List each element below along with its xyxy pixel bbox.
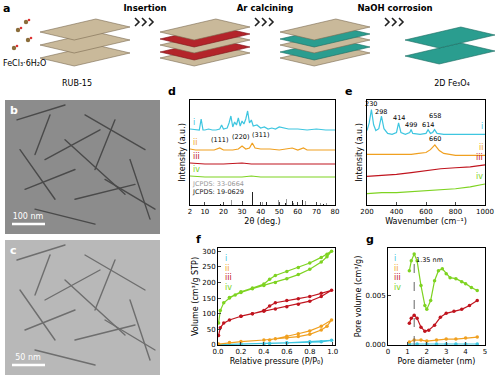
svg-text:0.4: 0.4 [258,348,270,356]
svg-text:414: 414 [393,114,405,122]
svg-text:Volume (cm³/g STP): Volume (cm³/g STP) [191,257,200,336]
svg-text:f: f [196,233,201,246]
svg-text:30: 30 [238,208,247,216]
svg-text:614: 614 [422,121,434,129]
svg-text:100: 100 [202,310,215,318]
svg-text:Pore diameter (nm): Pore diameter (nm) [398,357,476,366]
svg-text:0.8: 0.8 [304,348,315,356]
svg-text:d: d [168,85,176,98]
svg-text:230: 230 [365,100,377,108]
svg-text:40: 40 [256,208,265,216]
svg-text:250: 250 [202,263,215,271]
svg-text:b: b [10,104,18,117]
svg-text:200: 200 [202,279,215,287]
svg-text:i: i [481,122,483,131]
svg-text:70: 70 [312,208,321,216]
svg-text:150: 150 [202,295,215,303]
svg-text:iv: iv [476,172,483,181]
svg-text:300: 300 [202,248,215,256]
svg-text:60: 60 [293,208,302,216]
svg-text:2θ (deg.): 2θ (deg.) [244,217,280,226]
svg-text:4: 4 [463,348,468,356]
svg-text:iv: iv [193,165,200,174]
svg-text:400: 400 [390,208,403,216]
svg-text:600: 600 [419,208,432,216]
svg-text:iv: iv [225,283,232,292]
svg-text:2D Fe₃O₄: 2D Fe₃O₄ [434,79,470,88]
svg-text:200: 200 [360,208,373,216]
svg-text:2: 2 [188,208,192,216]
svg-text:20: 20 [219,208,228,216]
svg-text:80: 80 [331,208,340,216]
svg-text:50: 50 [207,326,216,334]
svg-text:0.2: 0.2 [235,348,246,356]
svg-text:2: 2 [425,348,429,356]
svg-text:499: 499 [405,121,417,129]
svg-text:Wavenumber (cm⁻¹): Wavenumber (cm⁻¹) [385,217,467,226]
svg-text:RUB-15: RUB-15 [62,79,92,88]
svg-text:0: 0 [386,348,390,356]
svg-text:Relative pressure (P/P₀): Relative pressure (P/P₀) [230,357,324,366]
svg-text:Intensity (a.u.): Intensity (a.u.) [355,123,364,182]
svg-text:ii: ii [225,264,229,273]
svg-text:3: 3 [444,348,448,356]
svg-text:0.0: 0.0 [212,348,223,356]
svg-text:298: 298 [375,108,387,116]
svg-text:iii: iii [193,152,200,161]
svg-text:660: 660 [429,135,441,143]
svg-text:JCPDS: 19-0629: JCPDS: 19-0629 [192,188,244,196]
svg-text:1.35 nm: 1.35 nm [416,256,443,264]
svg-text:ii: ii [479,143,483,152]
svg-text:iii: iii [394,273,401,282]
svg-text:0.005: 0.005 [366,292,386,300]
svg-text:iii: iii [476,153,483,162]
svg-text:(311): (311) [252,131,269,139]
svg-text:g: g [366,233,374,246]
svg-text:a: a [3,2,10,15]
svg-text:i: i [193,118,195,127]
svg-text:Pore volume (cm³/g): Pore volume (cm³/g) [354,256,363,338]
svg-text:(111): (111) [211,136,228,144]
svg-text:100 nm: 100 nm [13,212,44,221]
svg-text:JCPDS: 33-0664: JCPDS: 33-0664 [192,180,244,188]
svg-text:c: c [10,244,17,257]
svg-text:FeCl₃·6H₂O: FeCl₃·6H₂O [3,59,46,68]
svg-text:1.0: 1.0 [327,348,338,356]
svg-text:800: 800 [449,208,462,216]
svg-text:Ar calcining: Ar calcining [237,3,293,13]
svg-text:0.000: 0.000 [366,341,386,349]
svg-text:iv: iv [394,283,401,292]
svg-text:658: 658 [429,112,441,120]
svg-text:0.6: 0.6 [281,348,293,356]
svg-text:ii: ii [193,138,197,147]
svg-text:(220): (220) [232,133,249,141]
svg-text:NaOH corrosion: NaOH corrosion [357,3,432,13]
svg-text:10: 10 [200,208,209,216]
svg-text:i: i [394,254,396,263]
svg-text:50: 50 [275,208,284,216]
svg-text:iii: iii [225,273,232,282]
svg-text:1: 1 [405,348,409,356]
svg-text:50 nm: 50 nm [15,353,41,362]
svg-text:0: 0 [211,341,215,349]
svg-text:Intensity (a.u.): Intensity (a.u.) [178,123,187,182]
svg-text:Insertion: Insertion [123,3,166,13]
svg-text:i: i [225,254,227,263]
svg-text:ii: ii [394,264,398,273]
svg-text:e: e [345,85,352,98]
svg-text:5: 5 [483,348,487,356]
svg-text:1000: 1000 [476,208,494,216]
